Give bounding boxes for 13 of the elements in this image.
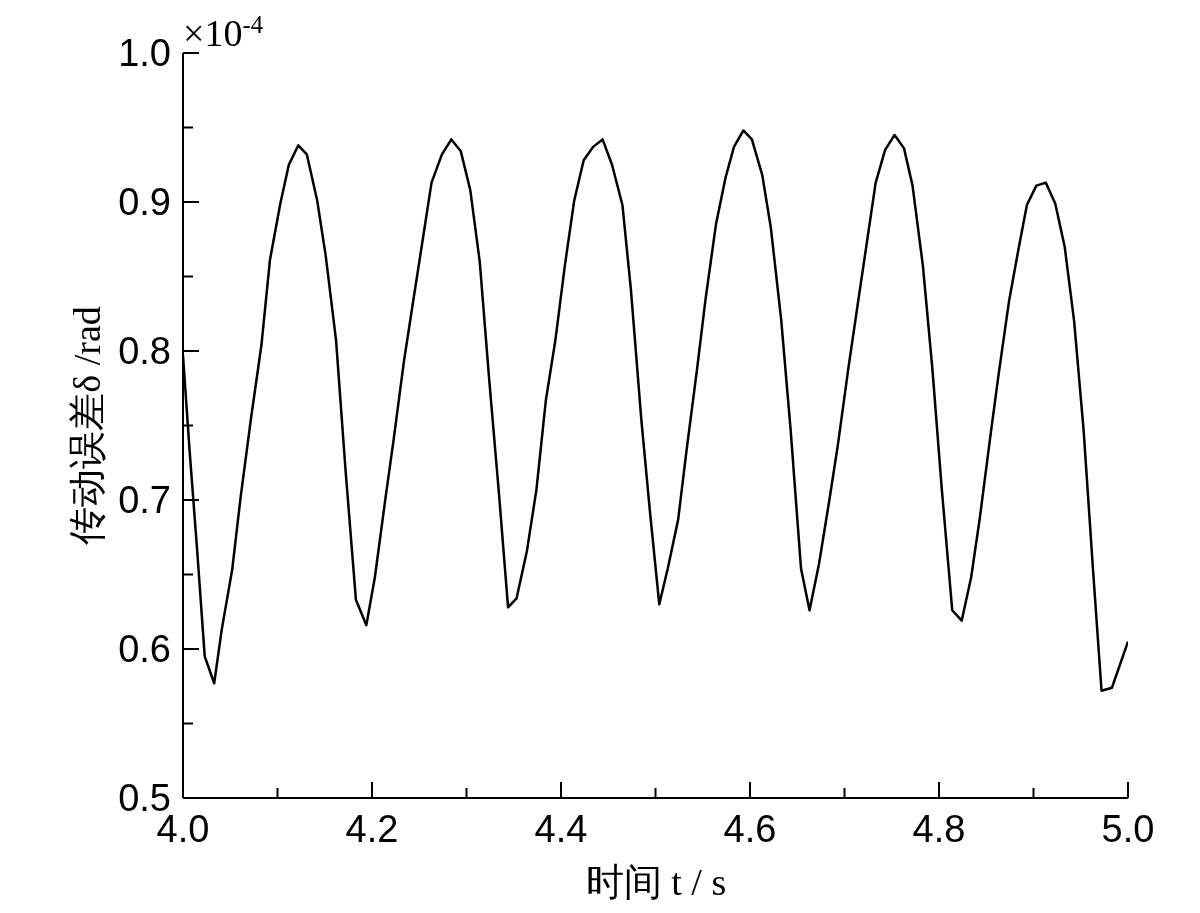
annotation: ×10$^{-4}$ [183,10,264,54]
x-tick-label: 4.4 [534,808,588,850]
x-tick-label: 5.0 [1101,808,1155,850]
x-tick-label: 4.2 [345,808,399,850]
x-tick-label: 4.8 [912,808,966,850]
y-axis-title: 传动误差δ /rad [66,306,108,545]
y-tick-label: 1.0 [118,32,171,74]
y-tick-label: 0.9 [118,181,171,223]
x-axis-title: 时间 t / s [585,861,727,903]
y-tick-label: 0.8 [118,330,171,372]
y-tick-label: 0.7 [118,479,171,521]
y-tick-label: 0.6 [118,628,171,670]
x-tick-label: 4.6 [723,808,777,850]
